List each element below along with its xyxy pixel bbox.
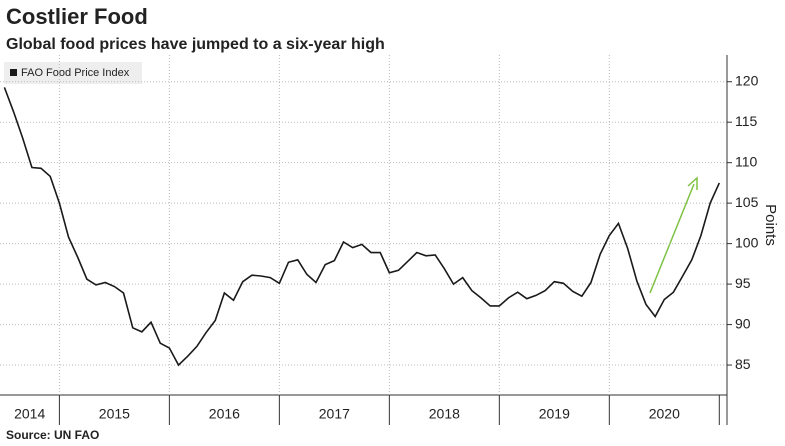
y-tick-label: 100 [735,234,759,250]
legend-label: FAO Food Price Index [21,67,130,79]
x-tick-label: 2014 [14,406,45,422]
x-tick-label: 2019 [539,406,570,422]
y-tick-label: 120 [735,72,759,88]
y-axis-label: Points [762,204,779,246]
x-tick-label: 2016 [209,406,240,422]
x-tick-label: 2017 [319,406,350,422]
y-tick-label: 110 [735,153,758,169]
y-tick-label: 95 [735,275,751,291]
line-series [3,87,721,367]
x-tick-label: 2018 [429,406,460,422]
x-tick-label: 2015 [99,406,130,422]
chart-subtitle: Global food prices have jumped to a six-… [6,36,385,53]
legend-box [4,62,142,84]
y-tick-label: 105 [735,194,759,210]
legend-swatch [10,69,17,76]
y-tick-label: 85 [735,356,751,372]
x-tick-label: 2020 [649,406,680,422]
chart-title: Costlier Food [6,4,148,29]
y-tick-label: 115 [735,113,758,129]
y-tick-label: 90 [735,315,751,331]
source: Source: UN FAO [6,428,99,442]
annotation-arrow [649,183,695,294]
annotation-arrowhead [687,176,698,190]
